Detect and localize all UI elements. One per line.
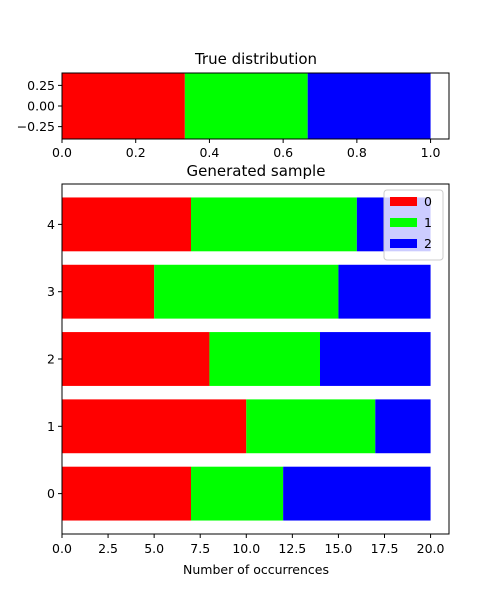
generated-sample-x-tick-label: 7.5 [190,541,210,556]
generated-sample-bar-3-1 [154,264,339,319]
true-distribution-y-ticks: 0.25 0.00 −0.25 [17,78,62,134]
true-distribution-x-ticks: 0.0 0.2 0.4 0.6 0.8 1.0 [52,139,441,160]
generated-sample-x-tick-label: 20.0 [417,541,445,556]
true-distribution-bar-1 [184,73,308,139]
legend-label-2: 2 [424,236,432,251]
generated-sample-x-tick-label: 2.5 [98,541,118,556]
true-distribution-x-tick-label: 0.2 [126,145,146,160]
generated-sample-x-tick-label: 12.5 [278,541,306,556]
legend-swatch-0 [390,197,417,206]
true-distribution-axes-frame [61,72,450,140]
generated-sample-bar-2-1 [209,332,320,386]
true-distribution-x-tick-label: 1.0 [421,145,441,160]
legend-swatch-2 [390,239,417,248]
true-distribution-y-tick-label: 0.25 [27,78,55,93]
generated-sample-x-tick-label: 5.0 [144,541,164,556]
legend-label-0: 0 [424,194,432,209]
generated-sample-bar-3-0 [62,264,155,319]
generated-sample-title: Generated sample [187,162,326,180]
true-distribution-x-tick-label: 0.0 [52,145,72,160]
generated-sample-bar-0-2 [283,466,431,521]
true-distribution-title: True distribution [194,50,317,68]
generated-sample-bar-1-0 [62,399,247,454]
generated-sample-y-tick-label: 4 [47,217,55,232]
true-distribution-bars [62,73,431,139]
generated-sample-y-ticks: 0 1 2 3 4 [47,217,62,501]
generated-sample-bar-4-1 [191,197,357,252]
generated-sample-x-tick-label: 15.0 [325,541,353,556]
generated-sample-bar-4-0 [62,197,191,252]
legend-swatch-1 [390,218,417,227]
x-axis-label: Number of occurrences [183,562,329,577]
generated-sample-bar-1-1 [246,399,376,454]
generated-sample-y-tick-label: 3 [47,284,55,299]
generated-sample-axes-frame [61,183,450,535]
generated-sample-x-tick-label: 17.5 [371,541,399,556]
generated-sample-bar-1-2 [375,399,431,454]
generated-sample-y-tick-label: 0 [47,486,55,501]
true-distribution-x-tick-label: 0.6 [273,145,293,160]
true-distribution-y-tick-label: 0.00 [27,99,55,114]
true-distribution-x-tick-label: 0.4 [199,145,219,160]
legend: 0 1 2 [383,189,444,261]
true-distribution-bar-2 [307,73,431,139]
generated-sample-y-tick-label: 1 [47,419,55,434]
true-distribution-panel: True distribution 0.0 0.2 0.4 0.6 0.8 1.0 0.2… [17,50,450,160]
generated-sample-bar-0-1 [191,466,284,521]
generated-sample-x-tick-label: 10.0 [232,541,260,556]
generated-sample-x-ticks: 0.0 2.5 5.0 7.5 10.0 12.5 15.0 17.5 20.0 [52,534,445,556]
generated-sample-panel: Generated sample 0.0 2.5 5.0 7.5 10.0 12.5 15.… [47,162,450,577]
generated-sample-bar-0-0 [62,466,191,521]
true-distribution-y-tick-label: −0.25 [17,119,55,134]
true-distribution-x-tick-label: 0.8 [347,145,367,160]
generated-sample-bars [62,197,431,521]
generated-sample-bar-2-0 [62,332,210,386]
true-distribution-bar-0 [62,73,185,139]
generated-sample-bar-2-2 [320,332,431,386]
generated-sample-x-tick-label: 0.0 [52,541,72,556]
generated-sample-bar-3-2 [338,264,431,319]
legend-label-1: 1 [424,215,432,230]
generated-sample-y-tick-label: 2 [47,352,55,367]
